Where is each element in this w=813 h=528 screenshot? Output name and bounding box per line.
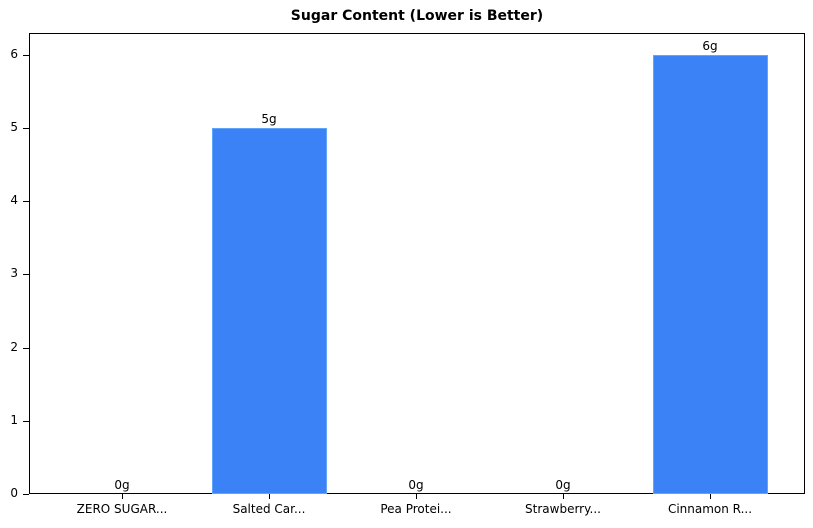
x-tick-label: ZERO SUGAR... xyxy=(76,502,168,516)
chart-title: Sugar Content (Lower is Better) xyxy=(290,8,544,24)
y-tick xyxy=(23,274,29,276)
y-tick-label: 1 xyxy=(10,412,18,427)
bar-value-label: 0g xyxy=(114,478,130,492)
y-tick xyxy=(23,201,29,203)
bar-value-label: 0g xyxy=(408,478,424,492)
y-tick-label: 2 xyxy=(10,339,18,354)
x-tick xyxy=(710,494,711,499)
y-tick-label: 6 xyxy=(10,46,18,61)
bar xyxy=(652,54,768,494)
plot-area xyxy=(29,33,805,494)
y-tick xyxy=(23,128,29,129)
y-tick-label: 4 xyxy=(10,193,18,208)
bar-value-label: 6g xyxy=(702,38,718,53)
y-tick-label: 3 xyxy=(10,266,18,281)
x-tick-label: Strawberry... xyxy=(525,502,601,516)
x-tick-label: Salted Car... xyxy=(232,502,306,516)
x-tick-label: Pea Protei... xyxy=(380,502,452,516)
x-tick-label: Cinnamon R... xyxy=(667,502,753,516)
y-tick xyxy=(23,494,29,495)
x-tick xyxy=(416,494,417,499)
x-tick xyxy=(269,494,270,499)
bar-value-label: 5g xyxy=(261,112,277,126)
y-tick-label: 0 xyxy=(10,486,18,500)
y-tick-label: 5 xyxy=(10,120,18,134)
bar-value-label: 0g xyxy=(555,478,571,492)
y-tick xyxy=(23,347,29,349)
bar xyxy=(211,128,327,494)
x-tick xyxy=(122,494,123,499)
y-tick xyxy=(23,420,29,422)
y-tick xyxy=(23,54,29,56)
x-tick xyxy=(563,494,564,499)
